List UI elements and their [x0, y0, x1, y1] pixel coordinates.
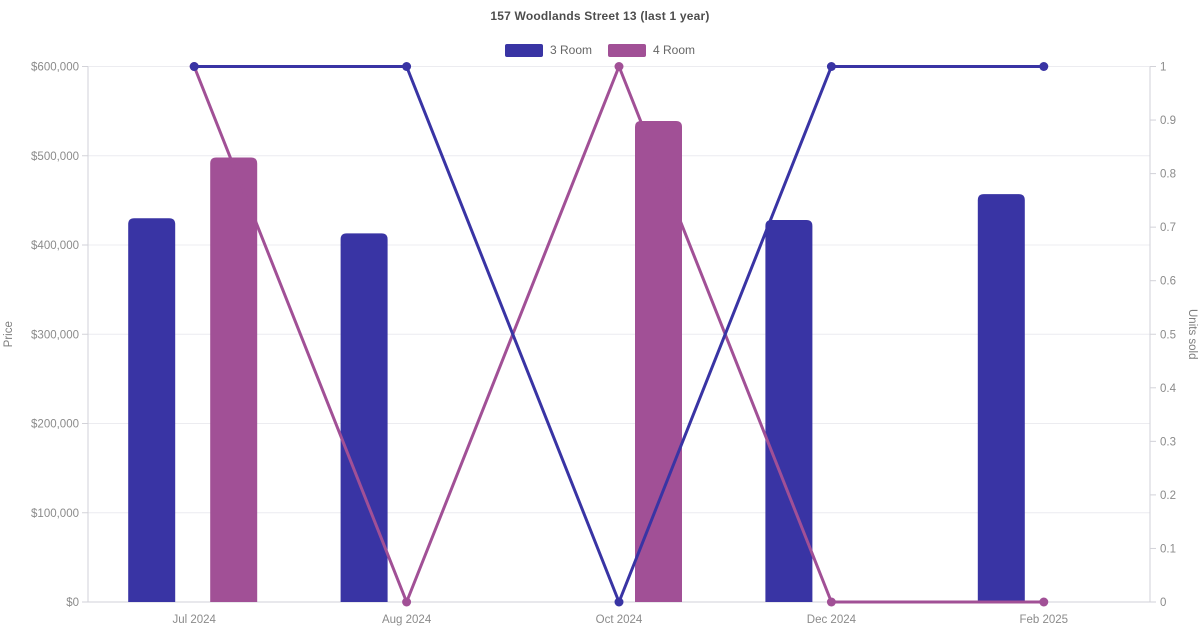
legend-item-4-room[interactable]: 4 Room	[608, 43, 695, 57]
right-axis-title: Units sold	[1186, 309, 1198, 360]
legend: 3 Room 4 Room	[0, 43, 1200, 57]
left-axis-title: Price	[3, 321, 15, 347]
right-axis-tick-label: 0.6	[1160, 276, 1176, 288]
point-3-room-jul-2024[interactable]	[189, 62, 199, 71]
right-axis-tick-label: 0.5	[1160, 329, 1176, 341]
right-axis-tick-label: 0.2	[1160, 490, 1176, 502]
left-axis-tick-label: $300,000	[31, 329, 79, 341]
right-axis-tick-label: 0.1	[1160, 543, 1176, 555]
left-axis-tick-label: $400,000	[31, 240, 79, 252]
bar-4-room-jul-2024[interactable]	[210, 157, 258, 602]
point-4-room-oct-2024[interactable]	[614, 62, 624, 71]
x-axis-label-oct-2024: Oct 2024	[596, 614, 643, 626]
right-axis-tick-label: 0.8	[1160, 169, 1176, 181]
left-axis-tick-label: $500,000	[31, 151, 79, 163]
right-axis-tick-label: 0.4	[1160, 383, 1177, 395]
point-3-room-oct-2024[interactable]	[614, 597, 624, 607]
left-axis-tick-label: $200,000	[31, 419, 79, 431]
left-axis-tick-label: $100,000	[31, 508, 79, 520]
bar-4-room-oct-2024[interactable]	[635, 120, 682, 602]
point-4-room-dec-2024[interactable]	[826, 597, 836, 607]
left-axis-tick-label: $600,000	[31, 62, 79, 74]
point-3-room-aug-2024[interactable]	[402, 62, 412, 71]
legend-label-3-room: 3 Room	[549, 43, 592, 57]
bar-3-room-dec-2024[interactable]	[765, 220, 813, 602]
x-axis-label-dec-2024: Dec 2024	[807, 614, 857, 626]
right-axis-tick-label: 0.7	[1160, 222, 1176, 234]
legend-label-4-room: 4 Room	[653, 43, 696, 57]
chart-title: 157 Woodlands Street 13 (last 1 year)	[490, 9, 710, 23]
x-axis-label-jul-2024: Jul 2024	[172, 614, 216, 626]
right-axis-tick-label: 0.3	[1160, 436, 1176, 448]
point-4-room-feb-2025[interactable]	[1039, 597, 1049, 607]
right-axis-tick-label: 0.9	[1160, 115, 1176, 127]
left-axis-tick-label: $0	[66, 597, 79, 609]
bar-3-room-feb-2025[interactable]	[977, 194, 1025, 602]
right-axis-tick-label: 1	[1160, 62, 1166, 74]
x-axis-label-aug-2024: Aug 2024	[382, 614, 432, 626]
point-3-room-dec-2024[interactable]	[826, 62, 836, 71]
right-axis-tick-label: 0	[1160, 597, 1166, 609]
legend-swatch-4-room	[608, 43, 646, 57]
bar-3-room-aug-2024[interactable]	[340, 233, 388, 602]
bar-3-room-jul-2024[interactable]	[128, 218, 176, 602]
x-axis-label-feb-2025: Feb 2025	[1019, 614, 1068, 626]
point-4-room-aug-2024[interactable]	[402, 597, 412, 607]
legend-swatch-3-room	[504, 43, 543, 57]
point-3-room-feb-2025[interactable]	[1039, 62, 1049, 71]
legend-item-3-room[interactable]: 3 Room	[504, 43, 592, 57]
